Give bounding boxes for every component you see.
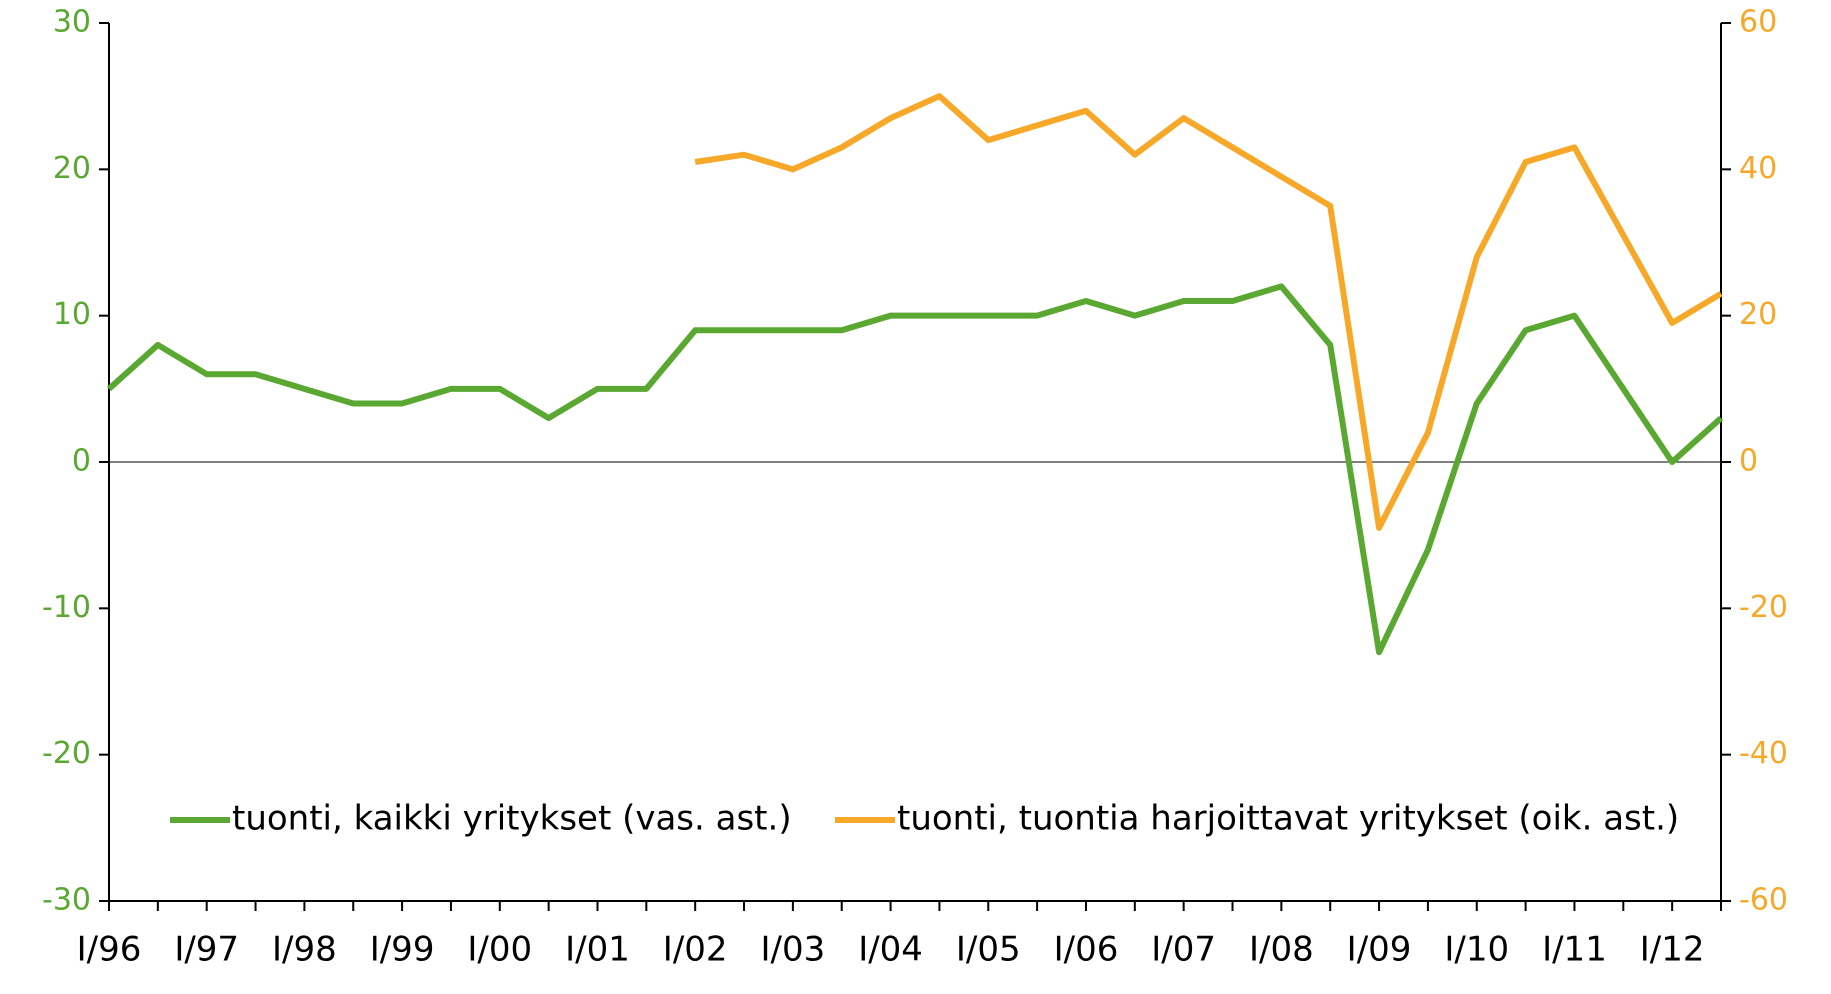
y-tick-label: 0 [72,444,91,479]
y-tick-label: 30 [53,5,91,40]
x-tick-label: I/08 [1249,930,1314,970]
y2-tick-label: 60 [1739,5,1777,40]
y2-tick-label: -20 [1739,590,1788,625]
legend-label: tuonti, kaikki yritykset (vas. ast.) [232,799,792,839]
x-tick-label: I/12 [1640,930,1705,970]
x-tick-label: I/10 [1444,930,1509,970]
y2-tick-label: 20 [1739,297,1777,332]
y-tick-label: 20 [53,151,91,186]
x-tick-label: I/02 [663,930,728,970]
x-tick-label: I/07 [1151,930,1216,970]
x-tick-label: I/04 [858,930,923,970]
x-tick-label: I/97 [174,930,239,970]
series-line [694,93,1723,531]
y-tick-label: -30 [42,883,91,918]
x-tick-label: I/05 [956,930,1021,970]
x-tick-label: I/00 [467,930,532,970]
y2-tick-label: -60 [1739,883,1788,918]
series-line [106,283,1724,656]
x-tick-label: I/99 [370,930,435,970]
y-tick-label: -20 [42,736,91,771]
x-tick-label: I/01 [565,930,630,970]
x-tick-label: I/96 [77,930,142,970]
x-tick-label: I/09 [1347,930,1412,970]
x-tick-label: I/03 [761,930,826,970]
y2-tick-label: 0 [1739,444,1758,479]
legend-label: tuonti, tuontia harjoittavat yritykset (… [897,799,1679,839]
x-tick-label: I/11 [1542,930,1607,970]
y-tick-label: 10 [53,297,91,332]
x-tick-label: I/98 [272,930,337,970]
y2-tick-label: -40 [1739,736,1788,771]
y-tick-label: -10 [42,590,91,625]
y2-tick-label: 40 [1739,151,1777,186]
x-tick-label: I/06 [1054,930,1119,970]
